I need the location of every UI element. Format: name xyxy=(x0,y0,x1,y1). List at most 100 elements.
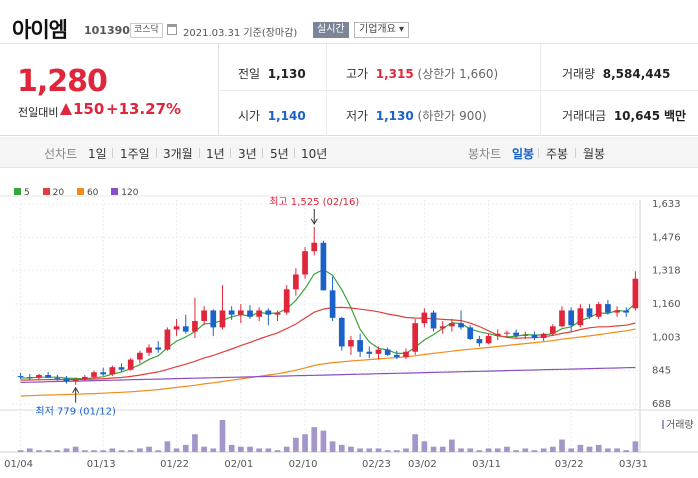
candle-body xyxy=(210,310,217,328)
tab-daily[interactable]: 일봉 xyxy=(512,147,535,161)
volume-bar xyxy=(531,450,538,452)
trade-amount: 거래대금 10,645 백만 xyxy=(562,109,687,123)
candle-body xyxy=(421,312,428,324)
annotation-low: 최저 779 (01/12) xyxy=(35,406,116,418)
volume-bar xyxy=(237,446,244,452)
volume-bar xyxy=(476,450,483,452)
high-price: 고가 1,315 (상한가 1,660) xyxy=(346,67,499,81)
x-tick-label: 02/10 xyxy=(289,459,318,470)
candle-body xyxy=(540,333,547,338)
annotation-low-arrowhead xyxy=(72,386,80,393)
price-chart: 5 20 60 120 1,633 1,476 1,318 1,160 1,003 845… xyxy=(0,168,698,478)
volume-bar xyxy=(127,450,134,452)
company-overview-dropdown[interactable]: 기업개요 ▾ xyxy=(354,22,409,38)
candle-body xyxy=(182,326,189,332)
volume-bar xyxy=(458,448,464,452)
candle-body xyxy=(63,378,70,382)
candle-body xyxy=(614,310,620,313)
tab-1y[interactable]: 1년 xyxy=(206,147,225,161)
candle-body xyxy=(522,334,529,336)
volume-bar xyxy=(467,448,474,452)
legend-ma5: 5 xyxy=(14,188,30,198)
low-price: 저가 1,130 (하한가 900) xyxy=(346,109,487,123)
candlestick-chart[interactable]: 1,633 1,476 1,318 1,160 1,003 845 688 01/04 01/1… xyxy=(0,168,698,478)
x-tick-label: 03/31 xyxy=(619,459,648,470)
volume-bar xyxy=(54,450,61,452)
volume-bar xyxy=(146,446,152,452)
volume-bar xyxy=(494,448,501,452)
volume-bar xyxy=(485,448,492,452)
volume-bar xyxy=(72,446,79,452)
tab-10y[interactable]: 10년 xyxy=(301,147,328,161)
candle-body xyxy=(164,329,171,350)
change-value: 150 xyxy=(73,100,105,118)
volume-bar xyxy=(504,446,510,452)
volume-bar xyxy=(192,434,198,452)
divider xyxy=(538,148,539,158)
chart-legend: 5 20 60 120 xyxy=(14,188,148,198)
candle-body xyxy=(632,278,639,309)
volume-bar xyxy=(265,448,272,452)
volume-bar xyxy=(63,448,70,452)
change-percent: +13.27% xyxy=(106,100,182,118)
ma120-line xyxy=(20,366,636,383)
legend-swatch xyxy=(111,188,119,195)
candle-body xyxy=(439,326,446,329)
volume-bar xyxy=(586,446,593,452)
candle-body xyxy=(605,304,611,313)
candle-body xyxy=(302,251,308,275)
candle-body xyxy=(568,310,575,326)
legend-swatch xyxy=(14,188,21,195)
volume-bar xyxy=(17,450,24,452)
legend-swatch xyxy=(76,188,84,195)
tab-weekly[interactable]: 주봉 xyxy=(546,147,569,161)
candle-body xyxy=(36,375,42,378)
candle-body xyxy=(357,340,363,352)
volume-bar xyxy=(302,434,308,452)
candle-body xyxy=(403,351,409,358)
candle-body xyxy=(531,334,538,338)
stock-header: 아이엠 101390 코스닥 2021.03.31 기준(장마감) 실시간 기업… xyxy=(0,0,698,44)
candle-body xyxy=(577,308,584,326)
legend-swatch xyxy=(42,188,50,195)
candle-body xyxy=(146,347,152,353)
candle-body xyxy=(72,379,79,382)
candle-body xyxy=(467,327,474,340)
prev-close: 전일 1,130 xyxy=(238,67,306,81)
volume-bar xyxy=(595,444,602,452)
tab-1d[interactable]: 1일 xyxy=(88,147,107,161)
y-tick-label: 1,003 xyxy=(652,332,681,343)
volume-bar xyxy=(173,448,180,452)
candle-body xyxy=(494,333,501,336)
x-tick-label: 03/11 xyxy=(472,459,501,470)
candle-body xyxy=(375,349,382,354)
tab-3m[interactable]: 3개월 xyxy=(163,147,193,161)
ma60-line xyxy=(20,328,636,397)
divider xyxy=(220,90,698,91)
chart-period-tabs: 선차트 1일 1주일 3개월 1년 3년 5년 10년 봉차트 일봉 주봉 월봉 xyxy=(0,137,698,168)
tab-3y[interactable]: 3년 xyxy=(238,147,257,161)
realtime-button[interactable]: 실시간 xyxy=(313,22,349,38)
tab-monthly[interactable]: 월봉 xyxy=(583,147,606,161)
candle-body xyxy=(127,359,134,370)
divider xyxy=(112,148,113,158)
candle-body xyxy=(476,339,483,344)
volume-bar xyxy=(201,446,207,452)
divider xyxy=(262,148,263,158)
candle-body xyxy=(91,372,97,377)
divider xyxy=(230,148,231,158)
quote-panel: 1,280 전일대비 150 +13.27% 전일 1,130 고가 1,315… xyxy=(0,44,698,136)
candle-body xyxy=(237,310,244,315)
volume-bar xyxy=(81,450,88,452)
tab-5y[interactable]: 5년 xyxy=(270,147,289,161)
current-price: 1,280 xyxy=(17,64,108,99)
volume-bar xyxy=(412,434,419,452)
volume-bar xyxy=(293,437,299,452)
candle-body xyxy=(458,323,464,328)
candle-body xyxy=(228,310,235,315)
volume-bar xyxy=(164,441,171,452)
divider xyxy=(199,148,200,158)
tab-1w[interactable]: 1주일 xyxy=(120,147,150,161)
calendar-icon xyxy=(167,24,177,35)
volume-legend-mark xyxy=(662,420,664,429)
